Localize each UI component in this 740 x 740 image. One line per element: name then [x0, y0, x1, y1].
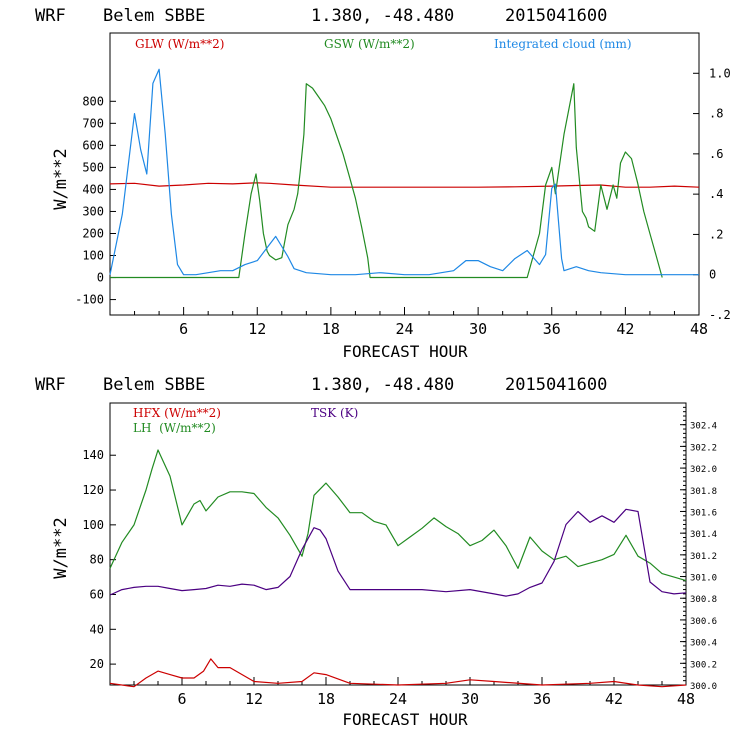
top-header-run: 2015041600	[505, 6, 607, 26]
y2-tick-label: 301.6	[690, 508, 717, 518]
top-header: WRF Belem SBBE 1.380, -48.480 2015041600	[35, 6, 607, 26]
y-tick-label: 600	[82, 138, 104, 152]
y-tick-label: 120	[82, 483, 104, 497]
x-tick-label: 36	[533, 690, 551, 708]
x-tick-label: 18	[317, 690, 335, 708]
top-panel: WRF Belem SBBE 1.380, -48.480 2015041600…	[35, 6, 731, 361]
top-series-group	[109, 68, 700, 279]
bottom-header-run: 2015041600	[505, 375, 607, 395]
bottom-left-axis: 20 40 60 80 100 120 140	[82, 448, 116, 671]
y2-tick-label: 1.0	[709, 66, 731, 80]
y2-tick-label: .4	[709, 187, 723, 201]
y2-tick-label: 0	[709, 268, 716, 282]
y-tick-label: 400	[82, 182, 104, 196]
y-tick-label: 100	[82, 249, 104, 263]
x-tick-label: 18	[322, 320, 340, 338]
bottom-series-group	[109, 449, 687, 688]
y2-tick-label: .6	[709, 147, 723, 161]
bottom-x-label: FORECAST HOUR	[342, 710, 468, 729]
y-tick-label: 300	[82, 204, 104, 218]
x-tick-label: 30	[469, 320, 487, 338]
y2-tick-label: 302.4	[690, 422, 717, 432]
top-y-label: W/m**2	[51, 148, 71, 209]
x-tick-label: 48	[677, 690, 695, 708]
top-x-label: FORECAST HOUR	[342, 342, 468, 361]
top-header-model: WRF	[35, 6, 66, 26]
bottom-plot-frame	[109, 402, 687, 686]
bottom-header-station: Belem SBBE	[103, 375, 205, 395]
legend-gsw: GSW (W/m**2)	[324, 37, 415, 51]
series-line-integrated	[109, 68, 699, 276]
x-tick-label: 6	[179, 320, 188, 338]
y2-tick-label: 300.2	[690, 660, 717, 670]
bottom-y-label: W/m**2	[51, 517, 71, 578]
y2-tick-label: 300.6	[690, 617, 717, 627]
legend-cloud: Integrated cloud (mm)	[494, 37, 632, 51]
series-line-gsw	[110, 83, 663, 279]
y-tick-label: 100	[82, 518, 104, 532]
y2-tick-label: 301.8	[690, 487, 717, 497]
x-tick-label: 6	[177, 690, 186, 708]
top-x-axis: 6 12 18 24 30 36 42 48	[109, 307, 708, 338]
top-right-axis: -.2 0 .2 .4 .6 .8 1.0	[693, 66, 731, 322]
series-line-tsk	[109, 508, 687, 597]
legend-lh: LH (W/m**2)	[133, 421, 216, 435]
series-line-hfx	[109, 658, 687, 688]
x-tick-label: 24	[389, 690, 407, 708]
top-header-coords: 1.380, -48.480	[311, 6, 454, 26]
x-tick-label: 12	[248, 320, 266, 338]
series-line-glw	[109, 182, 700, 188]
bottom-header: WRF Belem SBBE 1.380, -48.480 2015041600	[35, 375, 607, 395]
series-line-lh	[109, 449, 687, 582]
x-tick-label: 48	[690, 320, 708, 338]
x-tick-label: 30	[461, 690, 479, 708]
y2-tick-label: 301.0	[690, 574, 717, 584]
y2-tick-label: 301.2	[690, 552, 717, 562]
top-header-station: Belem SBBE	[103, 6, 205, 26]
legend-tsk: TSK (K)	[311, 406, 358, 420]
y-tick-label: -100	[75, 293, 104, 307]
x-tick-label: 12	[245, 690, 263, 708]
y2-tick-label: 302.0	[690, 465, 717, 475]
y-tick-label: 800	[82, 94, 104, 108]
top-left-axis: -100 0 100 200 300 400 500 600 700 800	[75, 94, 116, 307]
bottom-header-coords: 1.380, -48.480	[311, 375, 454, 395]
bottom-header-model: WRF	[35, 375, 66, 395]
x-tick-label: 42	[605, 690, 623, 708]
y-tick-label: 200	[82, 226, 104, 240]
y-tick-label: 60	[90, 587, 104, 601]
top-legend: GLW (W/m**2) GSW (W/m**2) Integrated clo…	[135, 37, 632, 51]
bottom-legend: HFX (W/m**2) LH (W/m**2) TSK (K)	[133, 406, 358, 435]
x-tick-label: 36	[543, 320, 561, 338]
legend-glw: GLW (W/m**2)	[135, 37, 224, 51]
x-tick-label: 24	[395, 320, 413, 338]
y2-tick-label: 300.8	[690, 595, 717, 605]
top-plot-frame	[109, 32, 700, 316]
y2-tick-label: 302.2	[690, 443, 717, 453]
y2-tick-label: -.2	[709, 308, 731, 322]
y-tick-label: 80	[90, 553, 104, 567]
y2-tick-label: 301.4	[690, 530, 717, 540]
legend-hfx: HFX (W/m**2)	[133, 406, 221, 420]
y-tick-label: 500	[82, 160, 104, 174]
y2-tick-label: .2	[709, 227, 723, 241]
y-tick-label: 20	[90, 657, 104, 671]
bottom-panel: WRF Belem SBBE 1.380, -48.480 2015041600…	[35, 375, 717, 729]
y-tick-label: 0	[97, 271, 104, 285]
bottom-x-axis: 6 12 18 24 30 36 42 48	[109, 677, 695, 708]
y-tick-label: 700	[82, 116, 104, 130]
y-tick-label: 140	[82, 448, 104, 462]
y2-tick-label: 300.4	[690, 639, 717, 649]
x-tick-label: 42	[616, 320, 634, 338]
bottom-right-axis: 300.0 300.2 300.4 300.6 300.8 301.0 301.2 301.4…	[680, 402, 717, 692]
y2-tick-label: 300.0	[690, 682, 717, 692]
y2-tick-label: .8	[709, 107, 723, 121]
y-tick-label: 40	[90, 622, 104, 636]
